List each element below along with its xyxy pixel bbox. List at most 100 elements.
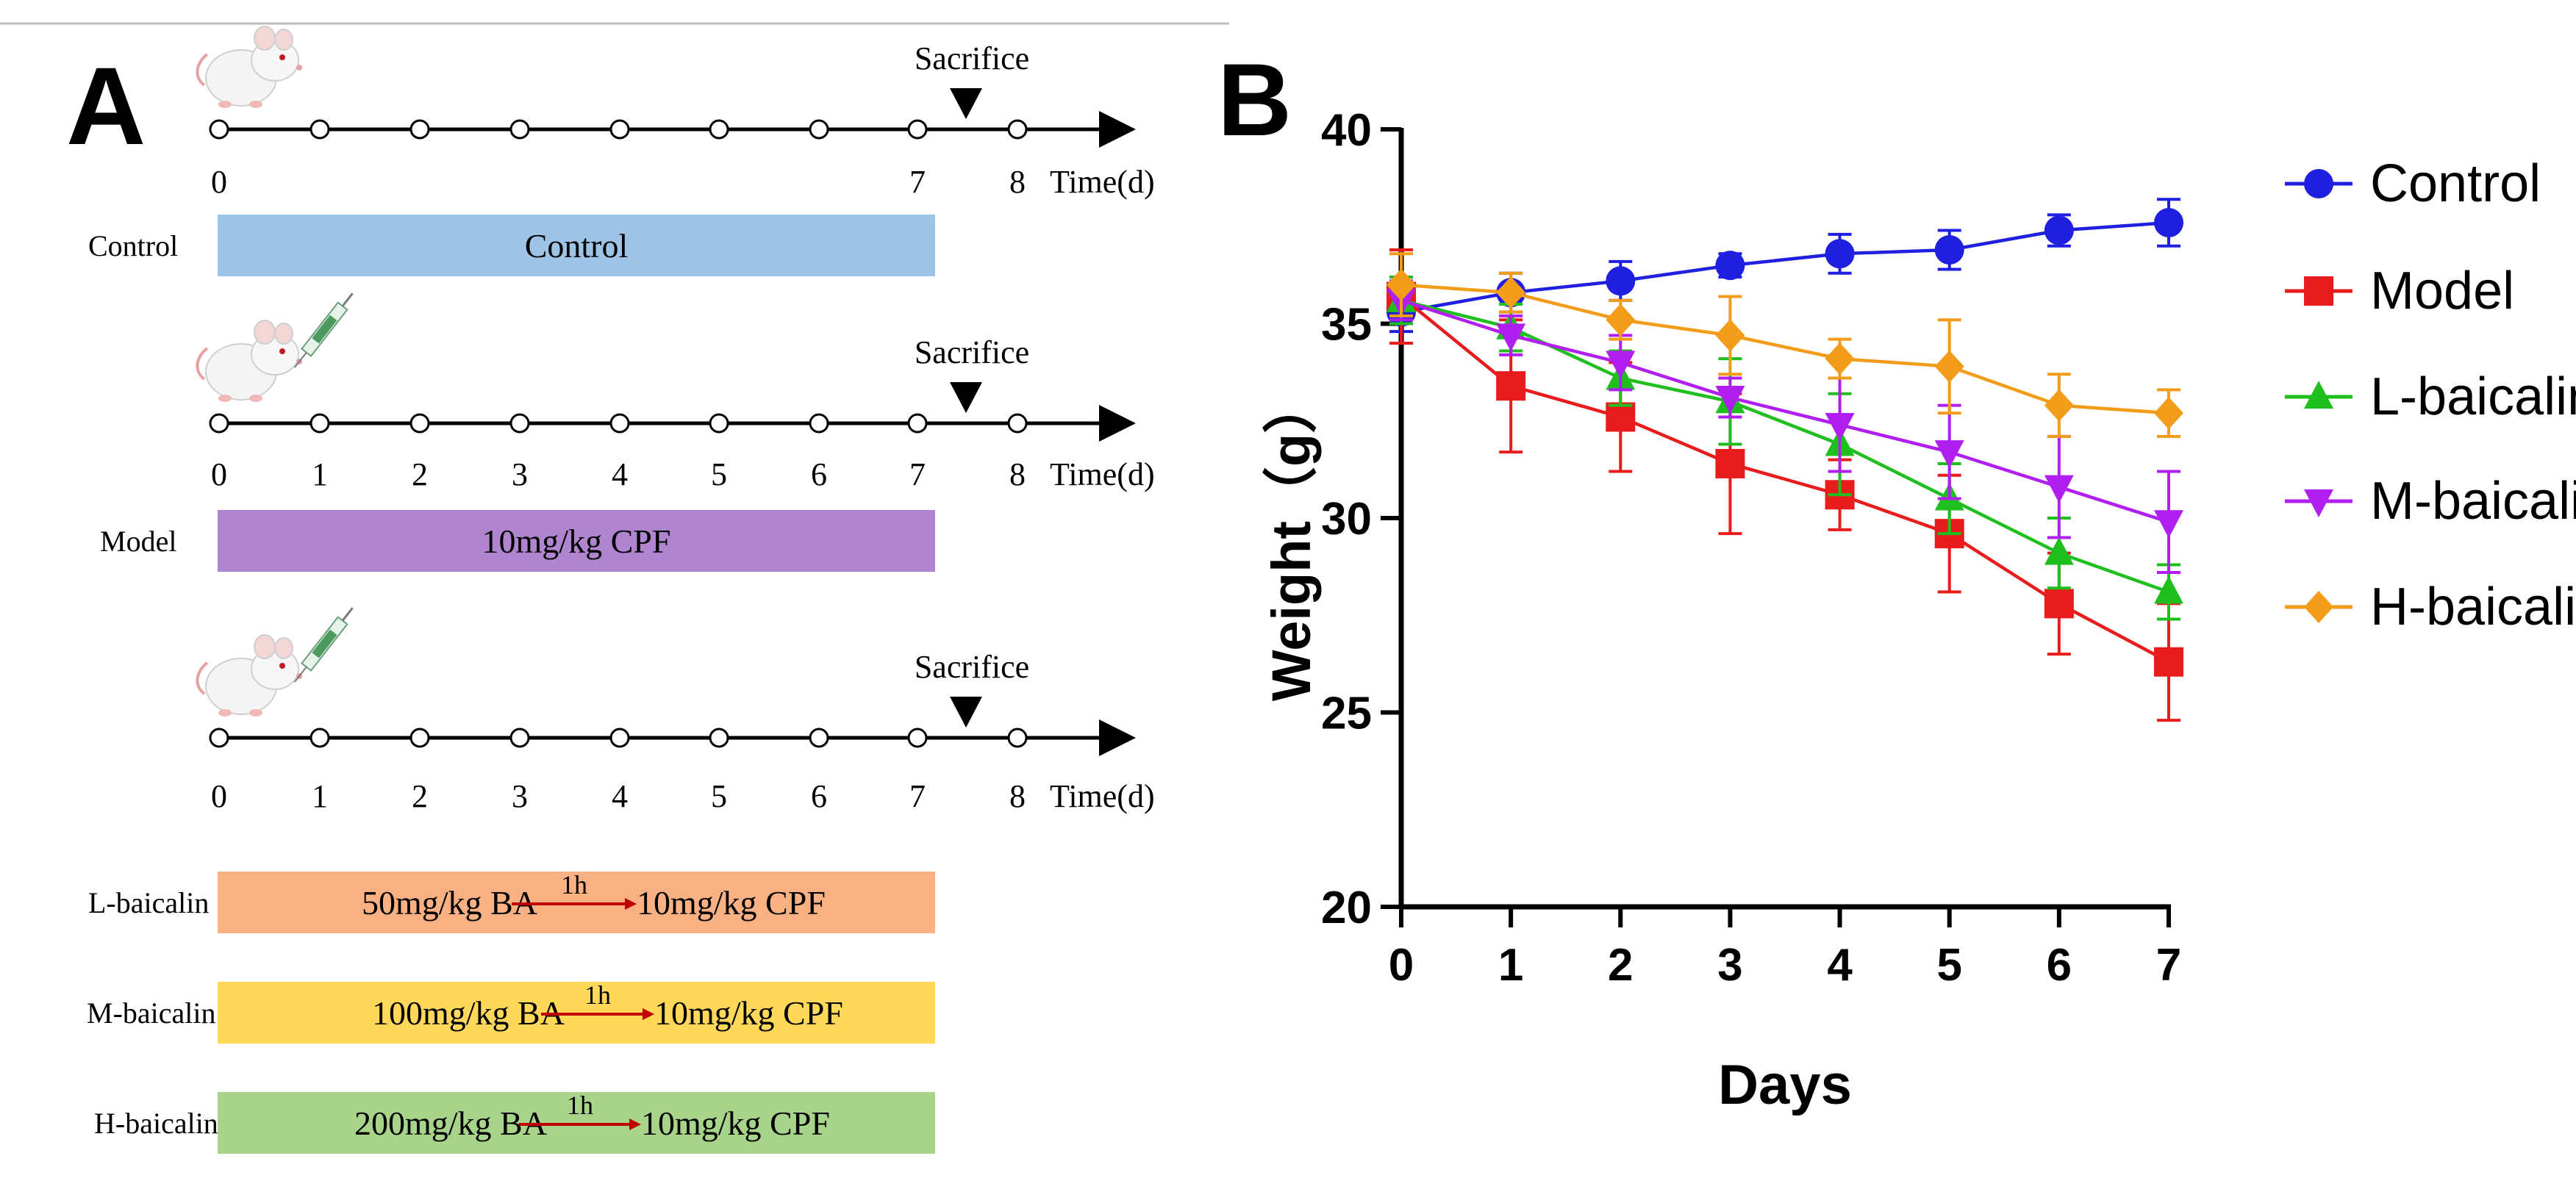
interval-arrowhead (643, 1008, 654, 1020)
series-line (1400, 283, 2169, 415)
group-label: Control (88, 229, 178, 262)
y-tick-label: 30 (1321, 494, 1372, 545)
timeline-node (409, 119, 430, 140)
treatment-sequence: 200mg/kg BA 1h 10mg/kg CPF (354, 1091, 830, 1142)
timeline-node (609, 728, 630, 748)
timeline-node (709, 728, 729, 748)
after-text: 10mg/kg CPF (654, 994, 843, 1032)
x-tick-label: 4 (1827, 940, 1853, 991)
data-point (1825, 239, 1855, 269)
legend-entry: M-baicalin (2285, 472, 2576, 531)
data-point (2044, 215, 2074, 245)
series-line (1400, 220, 2169, 314)
timeline-tick-label: 2 (412, 456, 428, 492)
timeline-tick-label: 8 (1009, 456, 1026, 492)
panel-b: B 20 25 30 35 40 0 1 2 3 4 5 6 7 Days Weight（g） Contro… (1217, 42, 2576, 1116)
legend-marker (2304, 381, 2333, 409)
panel-b-label: B (1217, 42, 1292, 157)
data-point (2154, 510, 2183, 539)
timeline-node (310, 119, 330, 140)
timeline-node (409, 728, 430, 748)
timeline-node (310, 413, 330, 434)
data-point (1606, 304, 1636, 337)
y-tick-label: 25 (1321, 689, 1372, 739)
treatment-bar (218, 215, 935, 276)
after-text: 10mg/kg CPF (641, 1105, 830, 1142)
legend-label: Model (2370, 262, 2514, 320)
series-line (1400, 298, 2169, 594)
group-label: L-baicalin (88, 886, 209, 919)
data-point (1496, 371, 1526, 401)
y-tick-label: 40 (1321, 105, 1372, 156)
x-tick-label: 7 (2156, 940, 2181, 991)
legend-marker (2304, 489, 2333, 517)
group-label: Model (100, 525, 176, 558)
y-tick-label: 20 (1321, 883, 1372, 933)
x-tick-label: 2 (1608, 940, 1633, 991)
legend-entry: Control (2285, 154, 2541, 213)
timeline-tick-label: 0 (211, 456, 227, 492)
interval-arrowhead (625, 898, 637, 910)
data-point (2154, 647, 2183, 677)
legend-marker (2304, 169, 2333, 198)
timeline: 0 1 2 3 4 5 6 7 8 Time(d) Sacrifice (196, 292, 1155, 492)
treatment-sequence: 100mg/kg BA 1h 10mg/kg CPF (372, 980, 843, 1032)
panel-a-label: A (66, 44, 146, 168)
legend-entry: Model (2285, 262, 2514, 320)
timeline-node (209, 413, 229, 434)
sacrifice-label: Sacrifice (915, 649, 1029, 685)
timeline-node (809, 728, 829, 748)
treatment-bar (218, 510, 935, 572)
timeline-node (209, 728, 229, 748)
timeline-node (907, 119, 928, 140)
syringe-icon (293, 292, 354, 368)
timeline-node (509, 119, 530, 140)
mouse-icon (196, 26, 302, 108)
series-line (1400, 298, 2169, 524)
data-point (2044, 475, 2074, 503)
syringe-icon (293, 607, 354, 683)
legend-label: L-baicalin (2370, 367, 2576, 426)
timeline-tick-label: 1 (312, 456, 328, 492)
data-point (1715, 386, 1745, 414)
timeline-tick-label: 8 (1009, 778, 1026, 814)
treatment-sequence: 50mg/kg BA 1h 10mg/kg CPF (362, 870, 826, 922)
timeline-node (907, 413, 928, 434)
interval-text: 1h (561, 870, 587, 899)
dose-text: 100mg/kg BA (372, 994, 565, 1032)
series-m-baicalin (1387, 279, 2183, 575)
timeline-tick-label: 0 (211, 164, 227, 200)
time-axis-label: Time(d) (1050, 778, 1155, 814)
x-tick-label: 0 (1389, 940, 1414, 991)
x-tick-label: 6 (2047, 940, 2072, 991)
mouse-icon (196, 607, 354, 717)
interval-text: 1h (567, 1091, 593, 1120)
legend-marker (2304, 276, 2333, 306)
legend-label: M-baicalin (2370, 472, 2576, 531)
timeline-tick-label: 5 (711, 778, 727, 814)
y-axis-title: Weight（g） (1261, 379, 1322, 701)
sacrifice-marker (950, 697, 982, 728)
timeline-node (209, 119, 229, 140)
mouse-icon (196, 292, 354, 402)
timeline-node (509, 413, 530, 434)
timeline-node (310, 728, 330, 748)
timeline-tick-label: 4 (612, 456, 628, 492)
dose-text: 50mg/kg BA (362, 884, 537, 922)
timeline-tick-label: 4 (612, 778, 628, 814)
group-label: M-baicalin (87, 996, 216, 1030)
x-axis-title: Days (1718, 1054, 1852, 1116)
data-point (1606, 402, 1636, 432)
dose-text: 200mg/kg BA (354, 1105, 547, 1142)
data-point (1606, 351, 1636, 379)
x-tick-label: 5 (1936, 940, 1961, 991)
data-point (1934, 234, 1964, 265)
legend-label: Control (2370, 154, 2541, 213)
data-point (2154, 207, 2183, 237)
data-point (1496, 323, 1526, 352)
timeline: 0 1 2 3 4 5 6 7 8 Time(d) Sacrifice (196, 607, 1155, 814)
timeline-tick-label: 3 (512, 456, 528, 492)
timeline-tick-label: 6 (811, 778, 827, 814)
timeline-tick-label: 0 (211, 778, 227, 814)
